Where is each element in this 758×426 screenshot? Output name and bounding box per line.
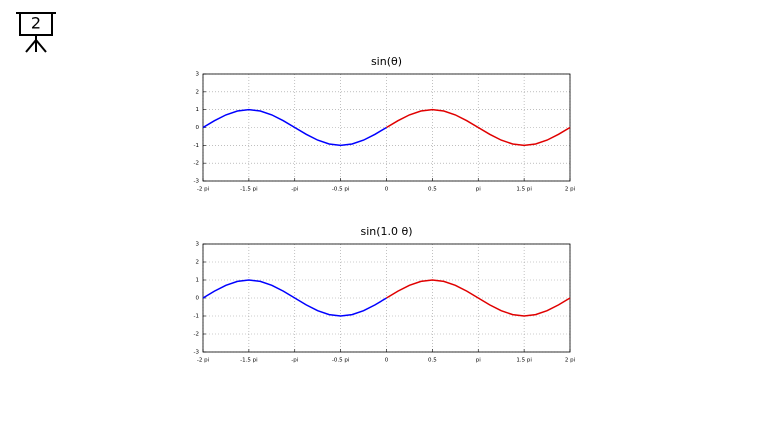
x-tick-label: -2 pi (197, 187, 210, 193)
y-tick-label: -3 (194, 350, 200, 356)
sine-line (202, 279, 387, 317)
x-tick-label: -pi (291, 358, 298, 364)
y-tick-label: 2 (196, 260, 200, 266)
chart-title: sin(1.0 θ) (360, 225, 412, 238)
x-tick-label: 0.5 (428, 187, 437, 193)
x-tick-label: 1.5 pi (516, 187, 532, 193)
x-tick-label: -1.5 pi (240, 358, 258, 364)
y-tick-label: -1 (194, 143, 199, 149)
slide-number: 2 (31, 14, 41, 33)
y-tick-label: 0 (196, 296, 200, 302)
y-tick-label: -2 (194, 161, 199, 167)
y-tick-label: 1 (196, 278, 200, 284)
chart-title: sin(θ) (371, 55, 402, 68)
slide-icon (16, 12, 56, 53)
y-tick-label: 3 (196, 72, 200, 78)
x-tick-label: 0 (385, 358, 389, 364)
x-tick-label: -pi (291, 187, 298, 193)
y-tick-label: 0 (196, 125, 200, 131)
sine-line (386, 279, 571, 317)
y-tick-label: -1 (194, 314, 199, 320)
x-tick-label: -1.5 pi (240, 187, 258, 193)
x-tick-label: 2 pi (565, 187, 576, 193)
x-tick-label: -0.5 pi (332, 358, 350, 364)
y-tick-label: -2 (194, 332, 199, 338)
sine-line (386, 108, 571, 147)
x-tick-label: 0 (385, 187, 389, 193)
y-tick-label: 2 (196, 89, 200, 95)
x-tick-label: 2 pi (565, 358, 576, 364)
x-tick-label: 0.5 (428, 358, 437, 364)
x-tick-label: pi (476, 358, 481, 364)
sine-line (202, 108, 387, 147)
x-tick-label: 1.5 pi (516, 358, 532, 364)
y-tick-label: 1 (196, 107, 200, 113)
x-tick-label: pi (476, 187, 481, 193)
x-tick-label: -2 pi (197, 358, 210, 364)
x-tick-label: -0.5 pi (332, 187, 350, 193)
y-tick-label: -3 (194, 179, 200, 185)
y-tick-label: 3 (196, 242, 200, 248)
